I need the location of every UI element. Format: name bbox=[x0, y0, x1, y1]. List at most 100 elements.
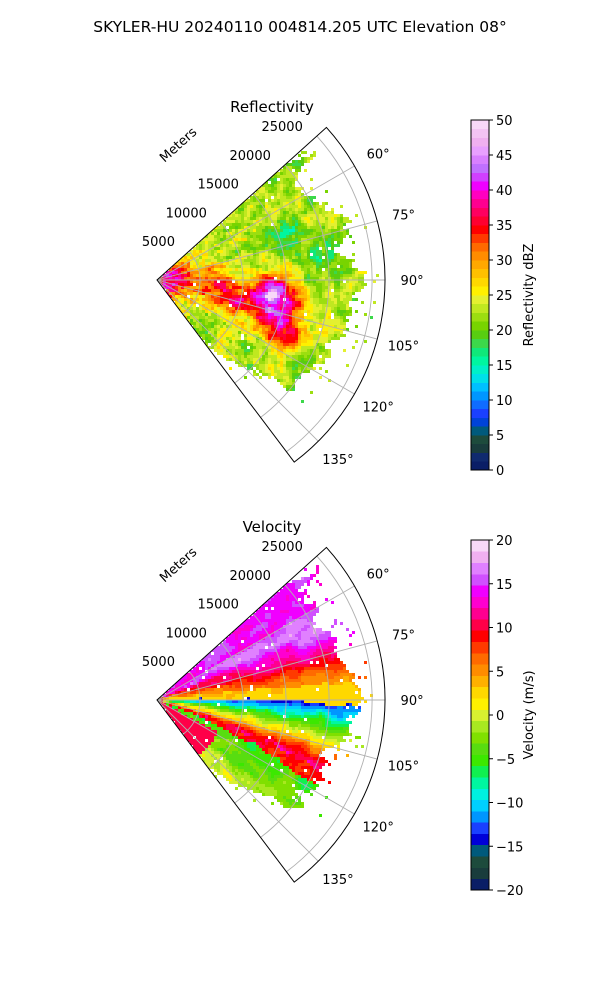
colorbar-swatch bbox=[471, 754, 489, 767]
range-tick-label: 15000 bbox=[198, 178, 239, 193]
range-tick-label: 20000 bbox=[230, 149, 271, 164]
colorbar-tick-label: 5 bbox=[496, 665, 504, 680]
colorbar-swatch bbox=[471, 844, 489, 857]
azimuth-tick-label: 75° bbox=[392, 628, 415, 643]
range-ring bbox=[260, 584, 330, 838]
azimuth-gridline bbox=[156, 279, 355, 395]
radar-cells bbox=[160, 658, 340, 784]
range-ring bbox=[234, 193, 287, 384]
colorbar-tick-label: −5 bbox=[496, 753, 515, 768]
range-tick-label: 5000 bbox=[142, 655, 175, 670]
colorbar-swatch bbox=[471, 540, 489, 552]
figure-title: SKYLER-HU 20240110 004814.205 UTC Elevat… bbox=[93, 18, 507, 36]
colorbar-swatch bbox=[471, 652, 489, 665]
colorbar-swatch bbox=[471, 788, 489, 801]
radar-field bbox=[157, 151, 379, 403]
azimuth-tick-label: 135° bbox=[322, 453, 353, 468]
radar-cells bbox=[280, 226, 322, 262]
range-ring bbox=[286, 555, 373, 873]
colorbar-swatch bbox=[471, 878, 489, 891]
colorbar-tick-label: −15 bbox=[496, 840, 523, 855]
colorbar-swatch bbox=[471, 190, 489, 200]
colorbar-swatch bbox=[471, 321, 489, 331]
colorbar-swatch bbox=[471, 822, 489, 834]
range-tick-label: 25000 bbox=[261, 120, 302, 135]
colorbar-swatch bbox=[471, 181, 489, 191]
colorbar-swatch bbox=[471, 435, 489, 445]
colorbar-swatch bbox=[471, 856, 489, 868]
colorbar-swatch bbox=[471, 686, 489, 699]
range-tick-label: 5000 bbox=[142, 235, 175, 250]
azimuth-gridline bbox=[156, 699, 355, 815]
azimuth-gridline bbox=[156, 279, 319, 442]
colorbar-swatch bbox=[471, 303, 489, 313]
colorbar-swatch bbox=[471, 426, 489, 436]
radar-cells bbox=[166, 646, 337, 769]
azimuth-gridline bbox=[156, 220, 378, 281]
colorbar-tick-label: 30 bbox=[496, 254, 513, 269]
radar-cells bbox=[166, 703, 343, 817]
colorbar-tick-label: 0 bbox=[496, 464, 504, 479]
range-ring bbox=[182, 250, 201, 315]
azimuth-gridline bbox=[156, 165, 355, 281]
colorbar-swatch bbox=[471, 128, 489, 138]
colorbar-swatch bbox=[471, 777, 489, 789]
reflectivity-sector: 60° 75° 90° 105° 120° 135° 5000 10000 15000 20000… bbox=[142, 120, 424, 468]
azimuth-gridline bbox=[156, 585, 355, 701]
colorbar-swatch bbox=[471, 596, 489, 609]
radar-cells bbox=[199, 697, 349, 706]
colorbar-swatch bbox=[471, 251, 489, 261]
azimuth-tick-label: 105° bbox=[388, 760, 419, 775]
colorbar-tick-label: 45 bbox=[496, 149, 513, 164]
azimuth-gridline bbox=[156, 699, 319, 862]
colorbar-tick-label: 35 bbox=[496, 219, 513, 234]
colorbar-swatch bbox=[471, 233, 489, 243]
colorbar-swatch bbox=[471, 698, 489, 710]
radar-cells bbox=[163, 673, 355, 754]
reflectivity-colorbar: 0 5 10 15 20 25 30 35 40 45 50 Reflectivity dBZ bbox=[470, 114, 537, 479]
azimuth-gridline bbox=[156, 279, 378, 340]
radar-cells bbox=[163, 682, 373, 751]
colorbar-swatch bbox=[471, 391, 489, 401]
range-ring bbox=[286, 135, 373, 453]
range-ring bbox=[208, 642, 244, 770]
colorbar-swatch bbox=[471, 743, 489, 755]
radar-cells bbox=[226, 700, 361, 718]
radar-cells bbox=[196, 700, 358, 721]
colorbar-swatch bbox=[471, 619, 489, 631]
range-tick-label: 25000 bbox=[261, 540, 302, 555]
colorbar-swatch bbox=[471, 551, 489, 563]
range-ring bbox=[234, 613, 287, 804]
velocity-title: Velocity bbox=[243, 518, 302, 536]
range-ring bbox=[182, 670, 201, 735]
radar-cells bbox=[289, 229, 295, 232]
colorbar-swatch bbox=[471, 731, 489, 744]
colorbar-swatch bbox=[471, 664, 489, 676]
colorbar-swatch bbox=[471, 810, 489, 823]
range-tick-label: 15000 bbox=[198, 598, 239, 613]
colorbar-swatch bbox=[471, 207, 489, 217]
colorbar-swatch bbox=[471, 799, 489, 812]
colorbar-tick-label: −10 bbox=[496, 797, 523, 812]
colorbar-swatch bbox=[471, 356, 489, 366]
radar-cells bbox=[262, 286, 283, 325]
colorbar-swatch bbox=[471, 277, 489, 287]
colorbar-swatch bbox=[471, 461, 489, 471]
radar-cells bbox=[160, 268, 301, 343]
azimuth-tick-label: 120° bbox=[363, 401, 394, 416]
colorbar-swatch bbox=[471, 867, 489, 880]
radar-cells bbox=[160, 268, 295, 334]
colorbar-swatch bbox=[471, 443, 489, 453]
range-axis-label: Meters bbox=[157, 125, 200, 166]
colorbar-swatch bbox=[471, 163, 489, 173]
colorbar-tick-label: 20 bbox=[496, 534, 513, 549]
range-ring bbox=[208, 222, 244, 350]
range-tick-label: 10000 bbox=[166, 626, 207, 641]
colorbar-swatch bbox=[471, 607, 489, 620]
colorbar-swatch bbox=[471, 408, 489, 418]
colorbar-tick-label: 50 bbox=[496, 114, 513, 129]
radar-cells bbox=[265, 292, 277, 301]
colorbar-swatch bbox=[471, 312, 489, 322]
colorbar-swatch bbox=[471, 172, 489, 182]
sector-outline bbox=[156, 126, 386, 463]
